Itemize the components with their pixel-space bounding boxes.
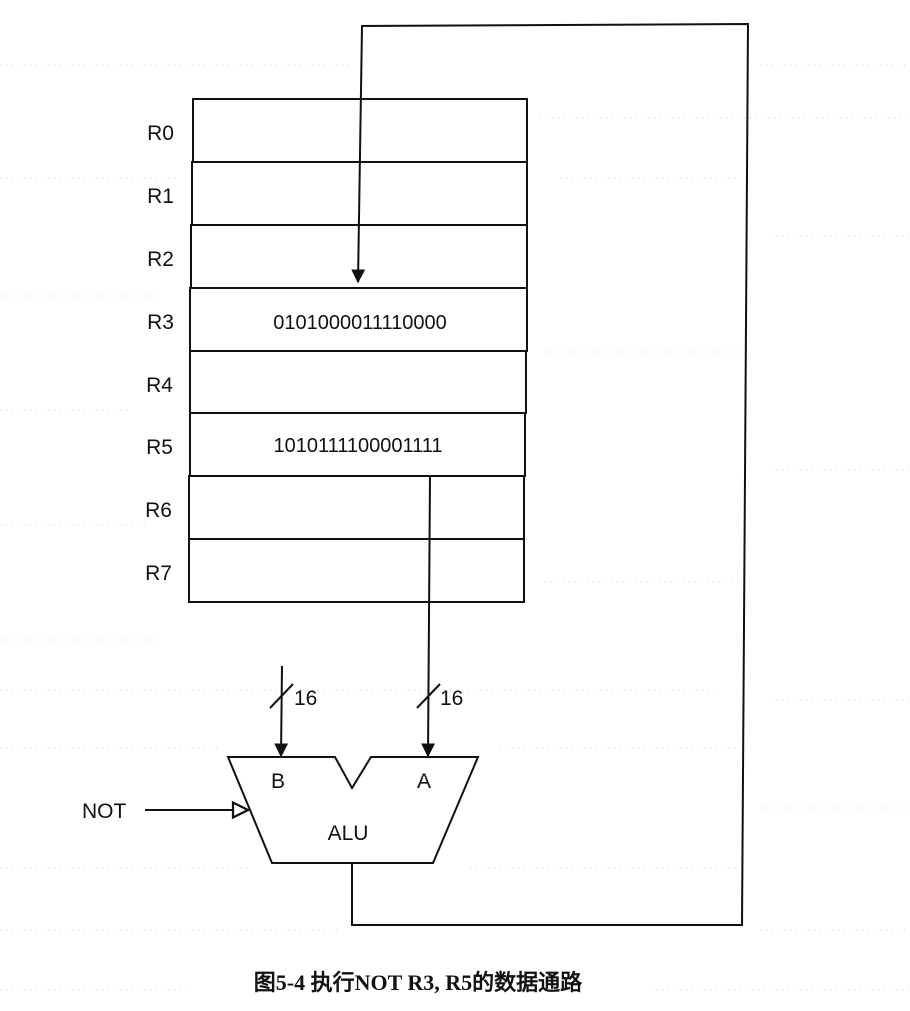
alu-output-to-r3-wire [351,22,750,926]
register-file [188,98,528,603]
register-cell-r5 [189,412,526,477]
source-to-alu-b-wire [274,665,289,758]
register-cell-r4 [189,350,527,414]
background-dotted-lines [0,64,910,991]
register-cell-r3 [189,287,528,352]
register-label-r6: R6 [145,499,172,522]
r5-to-alu-a-wire [421,475,436,758]
register-label-r4: R4 [146,374,173,397]
alu-input-a-label: A [417,770,431,793]
register-values: 0101000011110000 1010111100001111 [273,312,447,457]
alu-label: ALU [328,822,369,845]
figure-caption: 图5-4 执行NOT R3, R5的数据通路 [254,970,583,995]
register-label-r1: R1 [147,185,174,208]
alu-control-label: NOT [82,800,127,823]
register-names: R0 R1 R2 R3 R4 R5 R6 R7 [145,122,174,585]
register-cell-r7 [188,538,525,603]
register-label-r2: R2 [147,248,174,271]
register-cell-r6 [188,475,525,540]
alu-input-b-label: B [271,770,285,793]
register-label-r0: R0 [147,122,174,145]
bus-width-slash-left [269,683,294,709]
alu-body [226,756,480,864]
bus-width-slash-right [416,683,441,709]
register-label-r7: R7 [145,562,172,585]
register-value-r5: 1010111100001111 [273,435,442,457]
bus-width-right-label: 16 [440,687,463,710]
register-label-r3: R3 [147,311,174,334]
register-label-r5: R5 [146,436,173,459]
register-value-r3: 0101000011110000 [273,312,447,334]
bus-width-left-label: 16 [294,687,317,710]
